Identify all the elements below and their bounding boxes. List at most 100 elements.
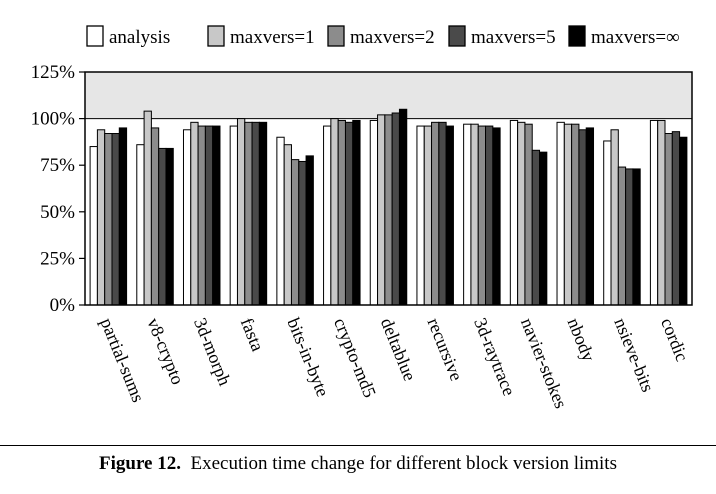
bar-fasta-maxvers-1 (236, 118, 246, 306)
bar-crypto-md5-maxvers-2 (337, 119, 346, 306)
bar-3d-raytrace-maxvers (492, 127, 501, 306)
bar-navier-stokes-maxvers (539, 151, 548, 306)
legend-item-maxvers-5: maxvers=5 (448, 25, 556, 48)
bar-crypto-md5-maxvers-5 (344, 121, 354, 306)
bar-partial-sums-maxvers-2 (104, 133, 113, 306)
x-tick-label-recursive: recursive (423, 315, 466, 384)
x-tick-label-bits-in-byte: bits-in-byte (283, 315, 333, 399)
x-tick-label-partial-sums: partial-sums (97, 315, 149, 405)
chart-legend: analysis maxvers=1 maxvers=2 maxvers=5 maxve… (86, 25, 680, 48)
legend-item-maxvers-1: maxvers=1 (207, 25, 315, 48)
y-tick-label: 125% (31, 62, 76, 83)
bar-cordic-analysis (649, 119, 659, 306)
y-tick-label: 50% (40, 202, 75, 223)
legend-swatch (448, 25, 466, 47)
bar-bits-in-byte-maxvers-2 (290, 159, 300, 306)
bar-partial-sums-maxvers (118, 127, 128, 306)
bar-cordic-maxvers-5 (671, 131, 681, 306)
bar-3d-raytrace-maxvers-1 (470, 123, 479, 306)
legend-label: maxvers=∞ (591, 27, 680, 48)
bar-3d-morph-maxvers-1 (190, 121, 199, 306)
bar-chart: analysis maxvers=1 maxvers=2 maxvers=5 maxve… (31, 25, 693, 411)
x-tick-label-navier-stokes: navier-stokes (517, 315, 571, 411)
bar-recursive-maxvers-5 (438, 121, 447, 306)
bar-bits-in-byte-maxvers-1 (283, 144, 292, 306)
bar-3d-raytrace-maxvers-5 (485, 125, 494, 306)
plot-frame (84, 71, 693, 306)
bar-v8-crypto-maxvers-1 (143, 110, 152, 306)
legend-label: maxvers=1 (230, 27, 315, 48)
legend-swatch (327, 25, 345, 47)
x-tick-label-v8-crypto: v8-crypto (143, 315, 188, 387)
bar-deltablue-maxvers (398, 108, 408, 306)
bar-3d-morph-maxvers (212, 125, 221, 306)
bar-deltablue-analysis (369, 119, 379, 306)
bar-cordic-maxvers-1 (657, 119, 666, 306)
bar-navier-stokes-maxvers-1 (517, 121, 526, 306)
bar-3d-raytrace-maxvers-2 (477, 125, 487, 306)
legend-label: analysis (109, 27, 170, 48)
bar-cordic-maxvers (679, 136, 688, 306)
bar-3d-morph-analysis (182, 129, 192, 306)
bar-recursive-maxvers-1 (423, 125, 433, 306)
legend-item-maxvers-2: maxvers=2 (327, 25, 435, 48)
bar-fasta-maxvers-5 (251, 121, 260, 306)
caption-rule (0, 445, 716, 446)
x-tick-label-nsieve-bits: nsieve-bits (610, 315, 658, 395)
x-tick-label-nbody: nbody (564, 315, 599, 364)
bar-fasta-analysis (229, 125, 238, 306)
bar-nbody-maxvers-2 (571, 123, 580, 306)
bar-nbody-analysis (556, 121, 565, 306)
bar-v8-crypto-maxvers (165, 147, 174, 306)
caption-text: Execution time change for different bloc… (190, 453, 617, 474)
y-tick-label: 25% (40, 248, 75, 269)
legend-label: maxvers=5 (471, 27, 556, 48)
bar-v8-crypto-analysis (136, 144, 145, 306)
bar-nbody-maxvers (585, 127, 595, 306)
bar-deltablue-maxvers-1 (377, 114, 386, 306)
bar-recursive-maxvers (445, 125, 454, 306)
bar-bits-in-byte-maxvers-5 (298, 160, 307, 306)
bar-nbody-maxvers-1 (563, 123, 573, 306)
bar-deltablue-maxvers-5 (391, 112, 400, 306)
x-tick-label-crypto-md5: crypto-md5 (330, 315, 380, 400)
x-tick-label-3d-morph: 3d-morph (190, 315, 235, 388)
bar-crypto-md5-maxvers-1 (330, 118, 339, 306)
y-tick-label: 75% (40, 155, 75, 176)
bar-v8-crypto-maxvers-2 (150, 127, 160, 306)
bar-partial-sums-maxvers-5 (111, 133, 120, 306)
legend-swatch (86, 25, 104, 47)
plot-shaded-region (85, 72, 692, 119)
x-tick-label-fasta: fasta (237, 315, 268, 354)
bar-v8-crypto-maxvers-5 (158, 147, 167, 306)
bar-bits-in-byte-analysis (276, 136, 285, 306)
bar-nsieve-bits-analysis (603, 140, 612, 306)
bar-3d-raytrace-analysis (463, 123, 472, 306)
bar-recursive-maxvers-2 (431, 121, 440, 306)
legend-item-maxvers: maxvers=∞ (568, 25, 680, 48)
bar-partial-sums-maxvers-1 (96, 129, 106, 306)
legend-swatch (568, 25, 586, 47)
y-tick-label: 100% (31, 109, 76, 130)
caption-label: Figure 12. (99, 453, 181, 474)
x-tick-label-cordic: cordic (657, 315, 692, 364)
bar-series-group (89, 108, 688, 306)
bar-nsieve-bits-maxvers-2 (617, 166, 627, 306)
y-tick-label: 0% (50, 295, 76, 316)
bar-3d-morph-maxvers-5 (204, 125, 214, 306)
bar-navier-stokes-analysis (509, 119, 519, 306)
legend-item-analysis: analysis (86, 25, 170, 48)
bar-nsieve-bits-maxvers-1 (610, 129, 619, 306)
bar-deltablue-maxvers-2 (384, 114, 393, 306)
bar-partial-sums-analysis (89, 146, 98, 306)
bar-crypto-md5-maxvers (352, 119, 361, 306)
bar-bits-in-byte-maxvers (305, 155, 314, 306)
bar-fasta-maxvers (258, 121, 268, 306)
legend-swatch (207, 25, 225, 47)
y-axis: 0% 25% 50% 75% 100% 125% (31, 62, 85, 316)
legend-label: maxvers=2 (350, 27, 435, 48)
x-tick-label-3d-raytrace: 3d-raytrace (470, 315, 519, 398)
x-tick-label-deltablue: deltablue (377, 315, 420, 384)
bar-crypto-md5-analysis (323, 125, 332, 306)
